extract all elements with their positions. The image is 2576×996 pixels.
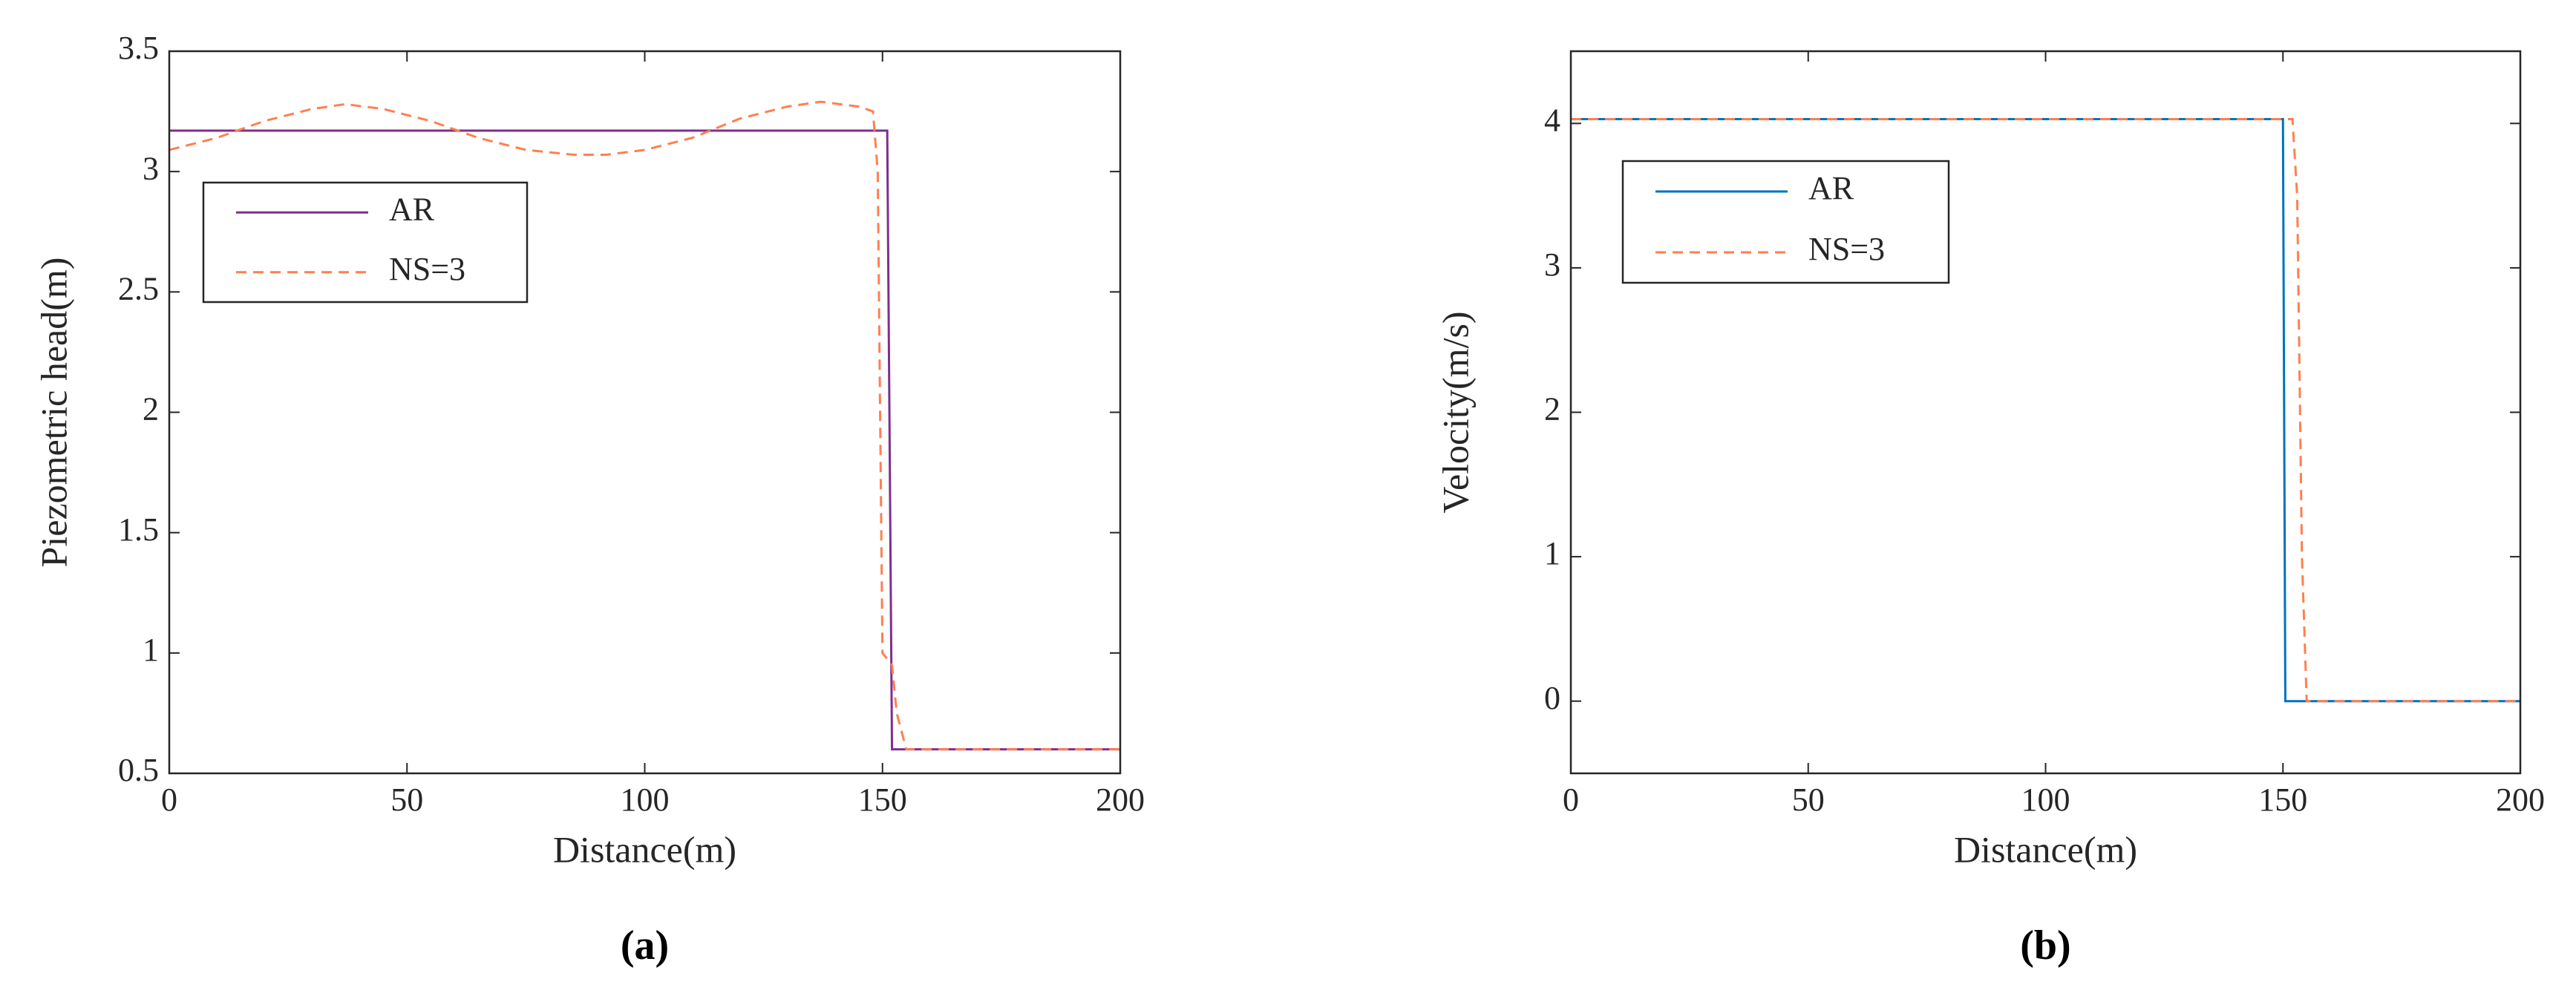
y-tick-label: 0 bbox=[1544, 680, 1560, 716]
legend-label: NS=3 bbox=[389, 251, 465, 287]
legend-box bbox=[202, 181, 529, 304]
y-tick-label: 2 bbox=[143, 391, 159, 427]
legend: AR NS=3 bbox=[202, 181, 529, 304]
x-tick-label: 0 bbox=[161, 782, 177, 818]
data-line bbox=[1571, 117, 2520, 703]
legend-label: AR bbox=[1808, 170, 1854, 206]
caption: (a) bbox=[621, 923, 669, 969]
x-tick-label: 0 bbox=[1563, 782, 1579, 818]
x-tick-label: 50 bbox=[1792, 782, 1825, 818]
y-tick-label: 2 bbox=[1544, 391, 1560, 427]
legend: AR NS=3 bbox=[1621, 160, 1950, 284]
x-tick-label: 50 bbox=[390, 782, 423, 818]
legend-box bbox=[1621, 160, 1950, 284]
caption: (b) bbox=[2020, 923, 2070, 969]
x-axis-label: Distance(m) bbox=[1954, 828, 2137, 870]
axes-frame bbox=[168, 50, 1122, 775]
axes-frame bbox=[1569, 50, 2522, 775]
data-line bbox=[169, 100, 1120, 751]
x-tick-label: 200 bbox=[2496, 782, 2545, 818]
plot: 0 50 100 150 200 0.5 1 1.5 2 2.5 3 3.5 Distance(m) Pi… bbox=[33, 30, 1145, 969]
x-axis-label: Distance(m) bbox=[553, 828, 736, 870]
x-tick-label: 200 bbox=[1096, 782, 1145, 818]
x-tick-label: 100 bbox=[621, 782, 670, 818]
legend-label: NS=3 bbox=[1808, 231, 1885, 267]
y-tick-label: 2.5 bbox=[118, 270, 159, 307]
y-tick-label: 0.5 bbox=[118, 752, 159, 788]
y-tick-label: 3 bbox=[143, 150, 159, 186]
x-tick-label: 150 bbox=[858, 782, 907, 818]
y-tick-label: 1 bbox=[1544, 535, 1560, 571]
data-line bbox=[169, 129, 1120, 751]
plot-area bbox=[1571, 51, 2520, 773]
plot-area bbox=[169, 51, 1120, 773]
y-tick-label: 4 bbox=[1544, 102, 1560, 138]
x-tick-label: 100 bbox=[2021, 782, 2070, 818]
y-tick-label: 3 bbox=[1544, 246, 1560, 283]
x-tick-label: 150 bbox=[2258, 782, 2307, 818]
y-tick-label: 1.5 bbox=[118, 511, 159, 548]
legend-label: AR bbox=[389, 191, 435, 227]
plot: 0 50 100 150 200 0 1 2 3 4 Distance(m) Velocity(m/s… bbox=[1434, 50, 2545, 969]
y-tick-label: 1 bbox=[143, 632, 159, 668]
y-axis-label: Velocity(m/s) bbox=[1434, 311, 1476, 513]
y-axis-label: Piezometric head(m) bbox=[33, 258, 74, 568]
y-tick-label: 3.5 bbox=[118, 30, 159, 66]
